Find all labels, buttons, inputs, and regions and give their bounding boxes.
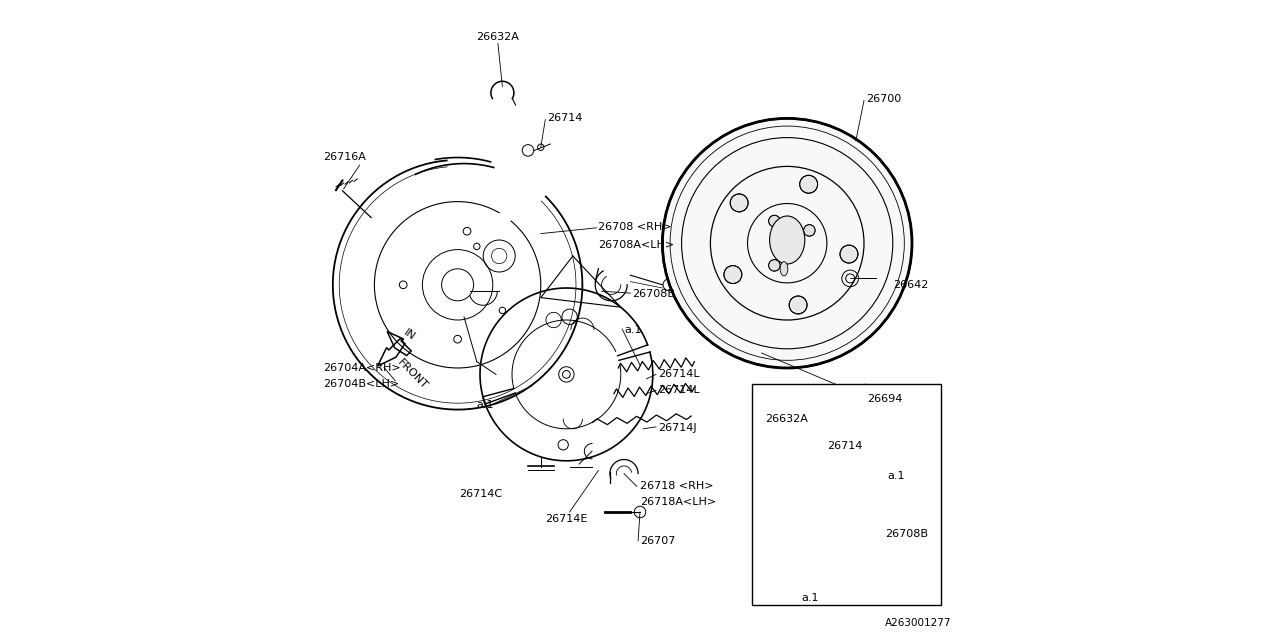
Text: IN: IN [402,328,417,343]
Text: 26704A<RH>: 26704A<RH> [323,363,401,373]
Circle shape [804,225,815,236]
Circle shape [730,194,748,212]
Text: 26708B: 26708B [886,529,928,540]
Text: 26694: 26694 [868,394,902,404]
Text: 26716A: 26716A [323,152,366,162]
Circle shape [768,260,781,271]
Text: 26704B<LH>: 26704B<LH> [323,379,399,389]
Text: 26632A: 26632A [476,31,520,42]
Text: 26708B: 26708B [632,289,676,300]
Text: 26718A<LH>: 26718A<LH> [640,497,716,508]
Text: 26708 <RH>: 26708 <RH> [599,222,672,232]
Circle shape [840,245,858,263]
Text: 26714C: 26714C [460,489,502,499]
Text: a.1: a.1 [476,400,494,410]
Circle shape [663,118,911,368]
Text: 26632A: 26632A [765,414,808,424]
Text: FRONT: FRONT [396,357,430,392]
Text: 26714L: 26714L [658,385,700,396]
Text: 26714: 26714 [828,441,863,451]
Text: a.1: a.1 [625,324,641,335]
Text: 26714E: 26714E [545,514,588,524]
Ellipse shape [780,262,788,276]
Text: 26714: 26714 [548,113,582,124]
Text: 26707: 26707 [640,536,676,546]
Text: 26718 <RH>: 26718 <RH> [640,481,713,492]
Ellipse shape [769,216,805,264]
Bar [753,384,941,605]
Circle shape [790,296,808,314]
Text: A263001277: A263001277 [886,618,952,628]
Text: a.1: a.1 [888,470,905,481]
Text: 26714J: 26714J [658,422,696,433]
Circle shape [800,175,818,193]
Text: a.1: a.1 [801,593,819,604]
Text: 26700: 26700 [865,94,901,104]
Circle shape [724,266,742,284]
Text: 26642: 26642 [893,280,928,291]
Text: 26708A<LH>: 26708A<LH> [599,240,675,250]
Text: 26714L: 26714L [658,369,700,380]
Circle shape [768,215,781,227]
